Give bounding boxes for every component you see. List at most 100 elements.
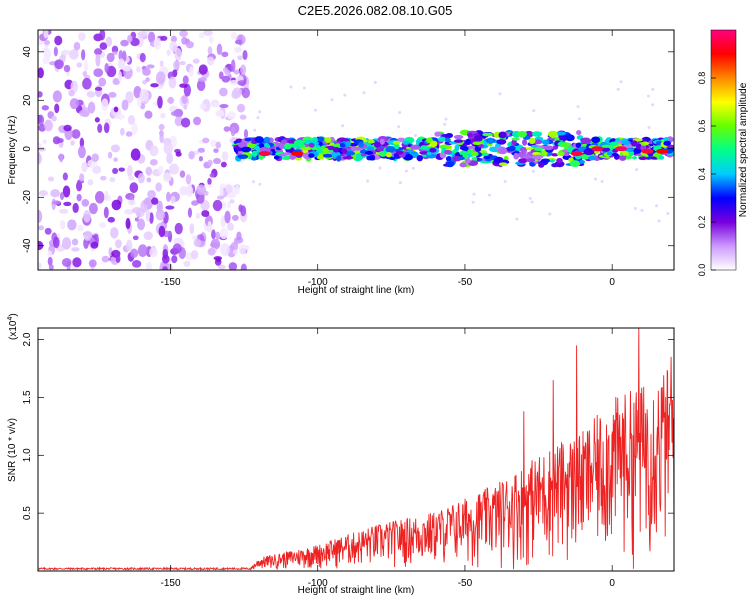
spectrogram-cell xyxy=(564,134,572,139)
y-tick-label: 1.0 xyxy=(22,448,33,462)
spectrogram-cell xyxy=(103,206,109,219)
spectrogram-cell xyxy=(150,83,159,88)
spectrogram-cell xyxy=(145,166,153,176)
spectrogram-cell xyxy=(185,41,194,49)
spectrogram-cell xyxy=(530,200,534,204)
spectrogram-cell xyxy=(600,180,604,184)
spectrogram-cell xyxy=(90,241,99,249)
spectrogram-cell xyxy=(594,177,598,181)
spectrogram-cell xyxy=(38,114,45,126)
spectrogram-cell xyxy=(498,131,507,139)
spectrogram-cell xyxy=(508,145,516,152)
spectrogram-cell xyxy=(209,173,215,178)
spectrogram-cell xyxy=(88,259,97,268)
spectrogram-cell xyxy=(166,49,171,56)
spectrogram-cell xyxy=(367,139,375,144)
spectrogram-cell xyxy=(576,105,580,109)
spectrogram-cell xyxy=(416,154,423,162)
spectrogram-cell xyxy=(118,49,124,62)
spectrogram-cell xyxy=(198,64,208,75)
spectrogram-cell xyxy=(162,266,168,270)
spectrogram-cell xyxy=(207,178,212,185)
snr-x-label: Height of straight line (km) xyxy=(298,585,415,596)
spectrogram-cell xyxy=(42,47,48,53)
spectrogram-cell xyxy=(193,238,202,247)
spectrogram-cell xyxy=(120,39,129,47)
spectrogram-cell xyxy=(210,238,221,250)
spectrogram-cell xyxy=(236,231,242,241)
spectrogram-cell xyxy=(238,244,247,255)
spectrogram-cell xyxy=(198,32,205,39)
spectrogram-cell xyxy=(215,231,221,241)
spectrogram-cell xyxy=(419,151,430,155)
spectrogram-cell xyxy=(437,136,447,142)
spectrogram-cell xyxy=(196,184,207,196)
spectrogram-cell xyxy=(639,156,648,161)
spectrogram-cell xyxy=(59,192,65,201)
snr-line xyxy=(38,328,674,571)
spectrogram-cell xyxy=(395,150,404,155)
spectrogram-cell xyxy=(465,138,471,145)
spectrogram-cell xyxy=(175,151,182,157)
spectrogram-cell xyxy=(302,86,306,90)
spectrogram-cell xyxy=(369,154,376,161)
x-tick-label: -100 xyxy=(308,578,328,589)
spectrogram-cell xyxy=(453,134,464,140)
spectrogram-cell xyxy=(373,141,381,148)
spectrogram-cell xyxy=(345,141,351,147)
spectrogram-cell xyxy=(218,71,224,80)
spectrogram-cell xyxy=(308,142,315,148)
spectrogram-cell xyxy=(237,55,243,61)
spectrogram-cell xyxy=(73,41,81,51)
spectrogram-cell xyxy=(112,167,119,174)
spectrogram-cell xyxy=(219,87,228,97)
spectrogram-cell xyxy=(426,151,432,156)
spectrogram-cell xyxy=(183,104,188,110)
spectrogram-cell xyxy=(197,77,207,82)
spectrogram-cell xyxy=(54,35,63,46)
spectrogram-cell xyxy=(225,184,233,194)
spectrogram-cell xyxy=(100,175,107,181)
spectrogram-cell xyxy=(280,139,287,145)
spectrogram-cell xyxy=(179,30,188,38)
spectrogram-cell xyxy=(81,161,88,173)
spectrogram-cell xyxy=(181,94,188,105)
spectrogram-cell xyxy=(117,58,125,70)
spectrogram-cell xyxy=(61,237,72,250)
spectrogram-cell xyxy=(219,186,224,199)
spectrogram-cell xyxy=(238,141,248,148)
spectrogram-cell xyxy=(99,42,108,50)
spectrogram-cell xyxy=(170,195,176,204)
spectrogram-cell xyxy=(38,190,48,197)
spectrogram-cell xyxy=(289,85,293,89)
spectrogram-cell xyxy=(264,142,270,148)
spectrogram-cell xyxy=(145,261,152,270)
spectrogram-cell xyxy=(56,138,64,144)
spectrogram-cell xyxy=(244,137,252,142)
spectrogram-cell xyxy=(471,151,479,157)
spectrogram-cell xyxy=(254,136,264,143)
spectrogram-cell xyxy=(169,163,180,175)
spectrogram-cell xyxy=(59,153,64,163)
spectrogram-cell xyxy=(130,248,139,258)
spectrogram-cell xyxy=(543,145,554,151)
spectrogram-cell xyxy=(115,239,122,249)
spectrogram-cell xyxy=(137,31,148,38)
spectrogram-cell xyxy=(61,257,72,267)
spectrogram-cell xyxy=(145,209,151,222)
spectrogram-cell xyxy=(71,238,79,246)
spectrogram-cell xyxy=(147,31,156,44)
spectrogram-cell xyxy=(513,152,520,160)
spectrogram-cell xyxy=(125,239,133,252)
spectrogram-cell xyxy=(560,142,571,148)
colorbar-label: Normalized spectral amplitude xyxy=(738,82,749,217)
spectrogram-cell xyxy=(207,248,216,256)
spectrogram-cell xyxy=(360,153,367,157)
spectrogram-cell xyxy=(378,166,382,170)
spectrogram-cell xyxy=(127,115,136,126)
spectrogram-cell xyxy=(580,137,592,144)
spectrogram-cell xyxy=(38,142,42,148)
spectrogram-cell xyxy=(410,151,418,155)
spectrogram-cell xyxy=(555,131,567,136)
spectrogram-cell xyxy=(516,130,528,138)
